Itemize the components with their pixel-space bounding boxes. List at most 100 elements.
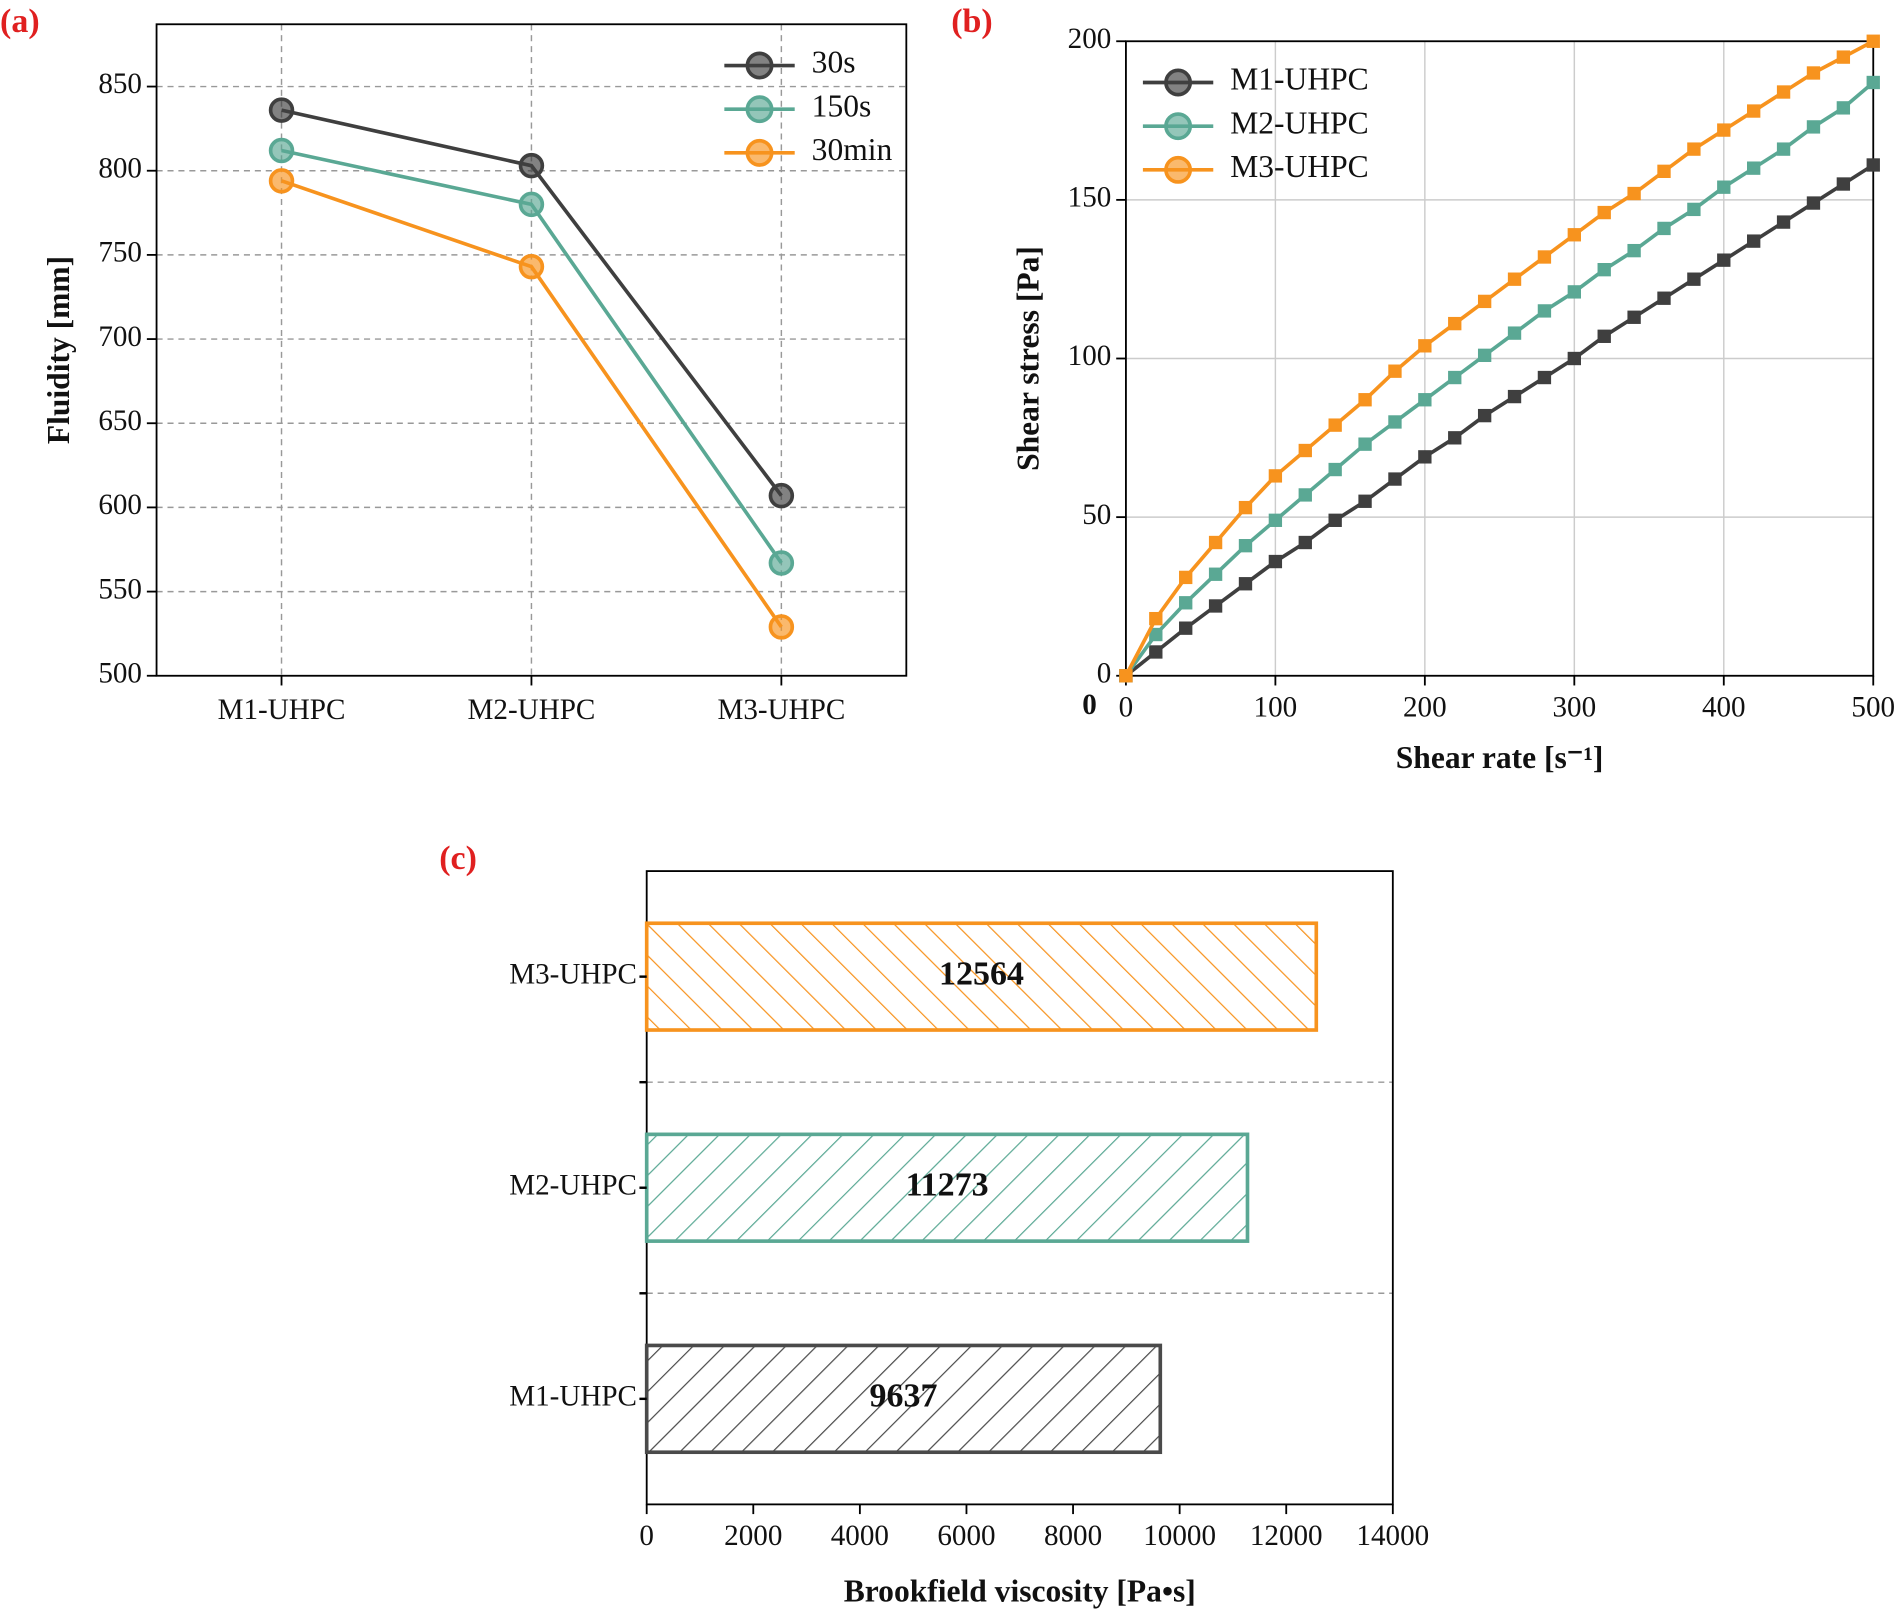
marker xyxy=(1717,123,1731,137)
marker xyxy=(1537,250,1552,264)
marker xyxy=(268,168,295,194)
x-tick-label: 500 xyxy=(1851,691,1895,723)
marker xyxy=(1806,66,1821,80)
marker xyxy=(1717,253,1731,267)
marker xyxy=(1836,177,1851,191)
marker xyxy=(518,191,545,218)
marker xyxy=(1238,577,1253,591)
plot-frame xyxy=(155,23,908,677)
marker xyxy=(1806,196,1821,210)
bar xyxy=(644,921,1319,1032)
y-axis-label: Fluidity [mm] xyxy=(41,256,76,444)
x-tick-label: 14000 xyxy=(1356,1520,1429,1552)
y-tick-label: 650 xyxy=(98,405,142,437)
marker xyxy=(1358,437,1372,451)
value-label: 9637 xyxy=(870,1378,938,1415)
marker xyxy=(1149,627,1163,642)
marker xyxy=(1866,158,1880,172)
y-tick-label: 850 xyxy=(98,68,142,100)
marker xyxy=(1418,450,1432,464)
marker xyxy=(1507,389,1522,404)
x-tick-label: 8000 xyxy=(1044,1520,1102,1552)
x-tick-label: 12000 xyxy=(1250,1520,1323,1552)
y-tick-label: 150 xyxy=(1068,182,1112,214)
x-tick-label: 0 xyxy=(1119,691,1134,723)
x-axis-label: Shear rate [s⁻¹] xyxy=(1396,740,1604,775)
value-label: 11273 xyxy=(906,1167,989,1204)
x-tick-label: 300 xyxy=(1552,691,1596,723)
legend-label: M2-UHPC xyxy=(1230,105,1368,140)
marker xyxy=(1657,164,1671,178)
marker xyxy=(1597,205,1611,220)
marker xyxy=(1776,215,1791,229)
marker xyxy=(1119,669,1133,683)
marker xyxy=(768,614,795,640)
bar xyxy=(644,1132,1250,1243)
marker xyxy=(1477,348,1492,363)
y-tick-label: 700 xyxy=(98,321,142,353)
marker xyxy=(1328,513,1342,527)
marker xyxy=(1179,621,1193,635)
y-axis-label: Shear stress [Pa] xyxy=(1011,246,1046,471)
panel-label: (b) xyxy=(951,3,993,40)
marker xyxy=(1747,104,1761,118)
marker xyxy=(1149,645,1163,659)
marker xyxy=(1657,291,1671,305)
y-tick-label: 750 xyxy=(98,237,142,269)
x-tick-label: 2000 xyxy=(724,1520,782,1552)
y-tick-label: 500 xyxy=(98,657,142,689)
x-tick-label: M2-UHPC xyxy=(468,694,596,726)
marker xyxy=(1418,339,1432,353)
marker xyxy=(1597,329,1611,343)
legend-marker xyxy=(745,95,774,124)
x-tick-label: 100 xyxy=(1254,691,1298,723)
marker xyxy=(268,137,295,164)
marker xyxy=(1687,272,1701,286)
x-tick-label: 6000 xyxy=(937,1520,995,1552)
marker xyxy=(1328,418,1342,432)
y-tick-label: 550 xyxy=(98,573,142,605)
legend-marker xyxy=(745,51,774,80)
legend-marker xyxy=(1164,112,1193,141)
marker xyxy=(1208,535,1223,550)
marker xyxy=(1477,294,1492,309)
marker xyxy=(518,253,545,280)
marker xyxy=(1747,161,1761,175)
marker xyxy=(1507,326,1522,340)
legend-marker xyxy=(1164,155,1193,184)
marker xyxy=(1747,234,1761,248)
marker xyxy=(1477,408,1492,423)
y-tick-label: M2-UHPC xyxy=(509,1169,637,1201)
x-tick-label: M3-UHPC xyxy=(717,694,845,726)
marker xyxy=(1597,263,1611,277)
marker xyxy=(268,97,295,123)
marker xyxy=(1448,431,1462,445)
panel-label: (c) xyxy=(439,840,477,877)
bar xyxy=(644,1343,1163,1455)
marker xyxy=(1358,393,1372,407)
x-tick-label: M1-UHPC xyxy=(218,694,346,726)
legend-label: M1-UHPC xyxy=(1230,62,1368,97)
marker xyxy=(1448,316,1462,331)
legend-marker xyxy=(745,138,774,167)
marker xyxy=(768,550,795,576)
marker xyxy=(1537,304,1552,318)
panel-label: (a) xyxy=(0,3,40,40)
marker xyxy=(1238,539,1253,553)
marker xyxy=(1238,500,1253,515)
marker xyxy=(1567,285,1581,299)
marker xyxy=(1149,611,1163,626)
marker xyxy=(1567,351,1581,366)
marker xyxy=(1268,513,1283,527)
marker xyxy=(1657,221,1671,236)
marker xyxy=(1806,120,1821,134)
marker xyxy=(1866,75,1880,90)
marker xyxy=(1208,599,1223,613)
marker xyxy=(1388,472,1402,486)
marker xyxy=(1388,415,1402,429)
y-tick-label: 200 xyxy=(1068,23,1112,55)
legend-label: 150s xyxy=(812,88,872,123)
marker xyxy=(1388,364,1402,378)
marker xyxy=(1507,272,1522,286)
